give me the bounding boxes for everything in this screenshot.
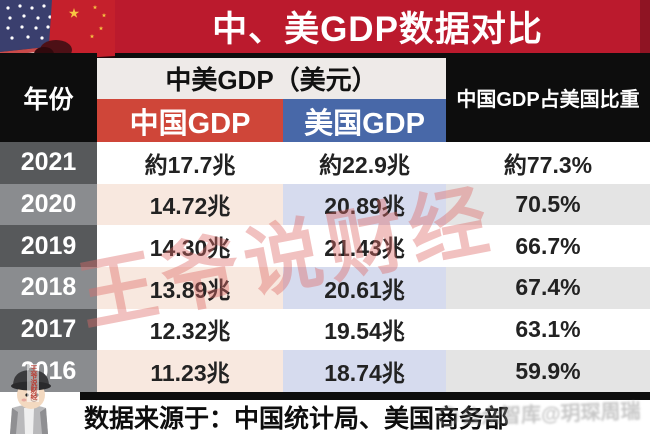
us-gdp-cell: 18.74兆 [283,350,446,392]
china-gdp-cell: 14.72兆 [97,183,283,226]
footer: 数据来源于：中国统计局、美国商务部 [0,400,650,434]
table-row-2017: 2017 12.32兆 19.54兆 63.1% [0,308,650,351]
ratio-cell: 70.5% [446,183,650,226]
table-row-2019: 2019 14.30兆 21.43兆 66.7% [0,225,650,267]
year-cell: 2021 [0,142,97,184]
us-gdp-cell: 19.54兆 [283,308,446,351]
column-header-us-gdp: 美国GDP [283,99,446,142]
title-bar-edge [640,0,650,53]
page-title: 中、美GDP数据对比 [212,10,543,49]
china-gdp-cell: 14.30兆 [97,225,283,267]
table-row-2020: 2020 14.72兆 20.89兆 70.5% [0,183,650,226]
column-header-china-gdp: 中国GDP [97,99,283,142]
year-cell: 2018 [0,266,97,309]
ratio-cell: 約77.3% [446,142,650,184]
us-gdp-cell: 20.89兆 [283,183,446,226]
gdp-table-body: 2021 約17.7兆 約22.9兆 約77.3% 2020 14.72兆 20… [0,142,650,392]
china-gdp-cell: 13.89兆 [97,266,283,309]
ratio-cell: 67.4% [446,266,650,309]
year-cell: 2017 [0,308,97,351]
china-gdp-cell: 12.32兆 [97,308,283,351]
us-gdp-cell: 21.43兆 [283,225,446,267]
footer-divider [80,392,650,400]
table-row-2018: 2018 13.89兆 20.61兆 67.4% [0,266,650,309]
ratio-cell: 66.7% [446,225,650,267]
column-group-header-gdp-usd: 中美GDP（美元） [97,58,446,99]
table-row-2016: 2016 11.23兆 18.74兆 59.9% [0,350,650,392]
china-gdp-cell: 11.23兆 [97,350,283,392]
column-header-ratio: 中国GDP占美国比重 [446,53,650,142]
year-cell: 2019 [0,225,97,267]
us-gdp-cell: 約22.9兆 [283,142,446,184]
china-gdp-cell: 約17.7兆 [97,142,283,184]
red-seal-text: 王爷说财经 [27,364,39,402]
us-china-flags-icon [0,0,115,62]
us-gdp-cell: 20.61兆 [283,266,446,309]
table-row-2021: 2021 約17.7兆 約22.9兆 約77.3% [0,142,650,184]
year-cell: 2020 [0,183,97,226]
ratio-cell: 59.9% [446,350,650,392]
column-header-year: 年份 [0,53,97,142]
data-source-text: 数据来源于：中国统计局、美国商务部 [84,405,510,433]
watermark-logo-icon [437,405,459,427]
ratio-cell: 63.1% [446,308,650,351]
